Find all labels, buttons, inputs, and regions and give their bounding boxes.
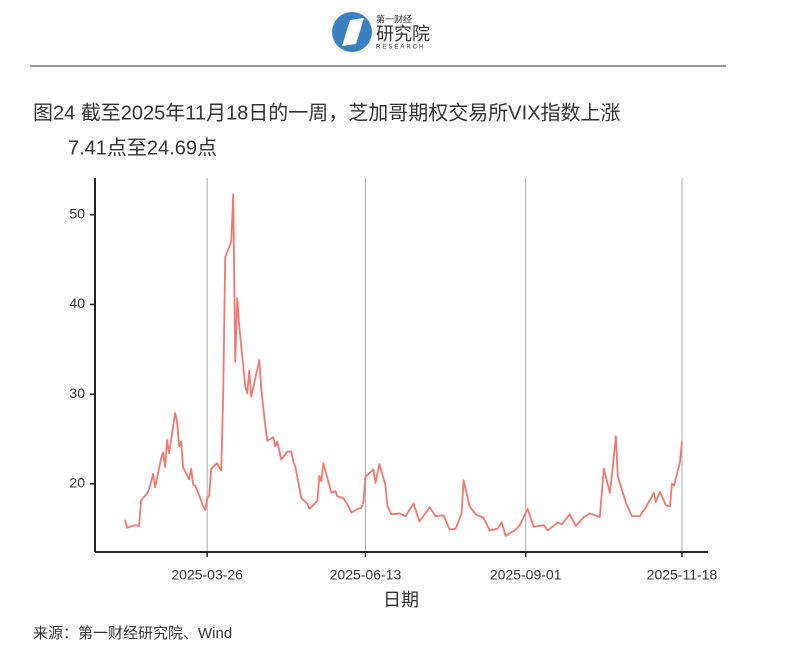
y-tick-label: 30	[69, 385, 85, 401]
x-tick-label: 2025-11-18	[647, 567, 718, 583]
chart-title: 图24 截至2025年11月18日的一周，芝加哥期权交易所VIX指数上涨	[33, 101, 621, 124]
logo-icon-shape	[342, 18, 364, 46]
x-tick-label: 2025-09-01	[490, 567, 562, 583]
data-line	[124, 193, 683, 537]
logo-small: 第一财经	[376, 13, 412, 24]
x-axis-label: 日期	[383, 590, 419, 610]
y-tick-label: 40	[69, 295, 85, 311]
logo-large: 研究院	[376, 24, 430, 44]
logo-sub: RESEARCH	[376, 45, 425, 51]
source: 来源：第一财经研究院、Wind	[33, 624, 232, 642]
x-tick-label: 2025-03-26	[171, 567, 243, 583]
y-tick-label: 20	[69, 475, 85, 491]
x-tick-label: 2025-06-13	[330, 567, 402, 583]
logo: 第一财经 研究院 RESEARCH	[332, 12, 430, 52]
chart-title: 7.41点至24.69点	[68, 136, 217, 159]
y-tick-label: 50	[69, 205, 85, 221]
